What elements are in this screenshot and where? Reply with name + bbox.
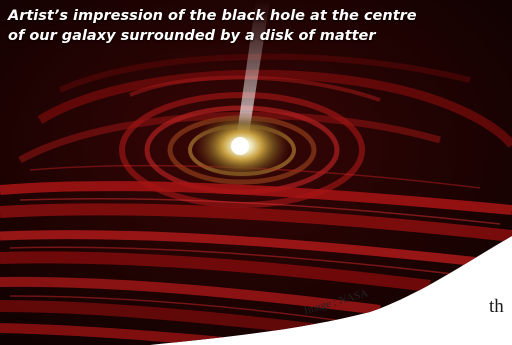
page-text-fragment: th	[489, 296, 504, 317]
image-caption: Artist’s impression of the black hole at…	[8, 8, 417, 44]
